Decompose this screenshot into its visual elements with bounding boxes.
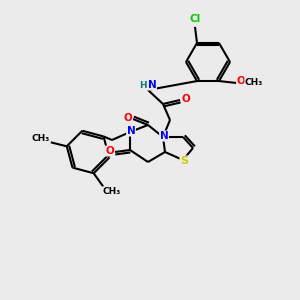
Text: O: O (182, 94, 190, 104)
Text: H: H (139, 80, 147, 89)
Text: N: N (127, 126, 135, 136)
Text: N: N (148, 80, 156, 90)
Text: O: O (124, 113, 132, 123)
Text: Cl: Cl (189, 14, 201, 24)
Text: N: N (160, 131, 168, 141)
Text: CH₃: CH₃ (245, 78, 263, 87)
Text: O: O (237, 76, 245, 86)
Text: CH₃: CH₃ (32, 134, 50, 143)
Text: O: O (106, 146, 114, 156)
Text: CH₃: CH₃ (103, 187, 121, 196)
Text: S: S (180, 156, 188, 166)
